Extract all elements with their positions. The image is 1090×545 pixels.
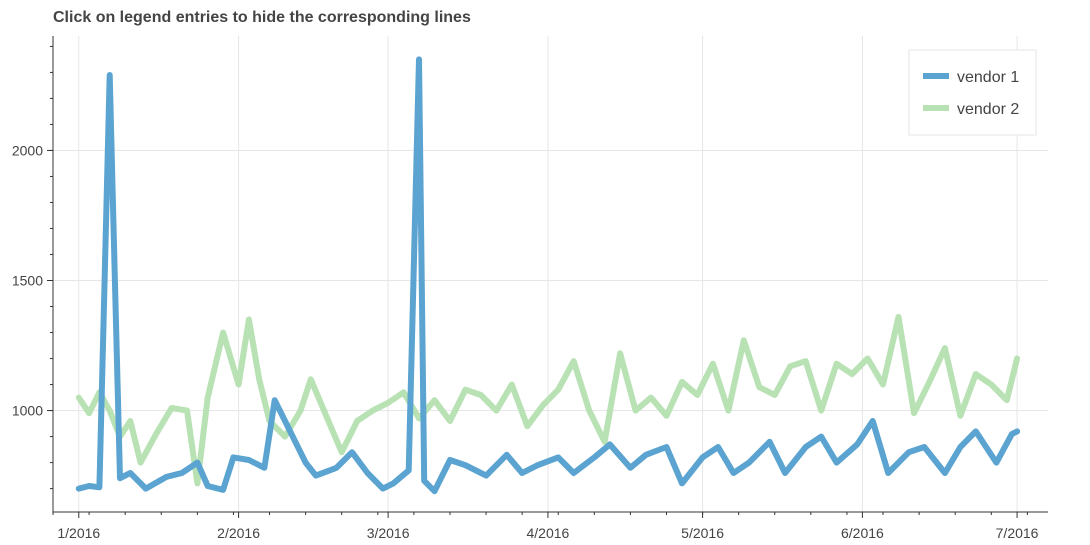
legend-box <box>908 49 1037 136</box>
legend: vendor 1 vendor 2 <box>908 49 1037 136</box>
series-line-vendor-1 <box>75 56 1021 495</box>
y-tick-label: 2000 <box>12 142 43 158</box>
y-tick-label: 1000 <box>12 403 43 419</box>
x-tick-label: 6/2016 <box>841 525 884 541</box>
gridlines <box>53 36 1048 512</box>
legend-item-vendor-2[interactable]: vendor 2 <box>923 101 1019 118</box>
series-line-vendor-2 <box>75 313 1021 487</box>
x-tick-label: 1/2016 <box>57 525 100 541</box>
legend-label: vendor 2 <box>957 101 1019 118</box>
y-tick-label: 1500 <box>12 273 43 289</box>
legend-item-vendor-1[interactable]: vendor 1 <box>923 69 1019 86</box>
axes: 1000 1500 2000 1/2016 2/2016 3/2016 4/2016 5/20… <box>12 36 1048 541</box>
x-tick-label: 7/2016 <box>996 525 1039 541</box>
plot-area <box>53 36 1048 512</box>
legend-label: vendor 1 <box>957 69 1019 86</box>
x-tick-label: 3/2016 <box>367 525 410 541</box>
x-tick-label: 2/2016 <box>217 525 260 541</box>
x-tick-label: 5/2016 <box>681 525 724 541</box>
x-tick-label: 4/2016 <box>527 525 570 541</box>
chart-title: Click on legend entries to hide the corr… <box>53 9 471 26</box>
